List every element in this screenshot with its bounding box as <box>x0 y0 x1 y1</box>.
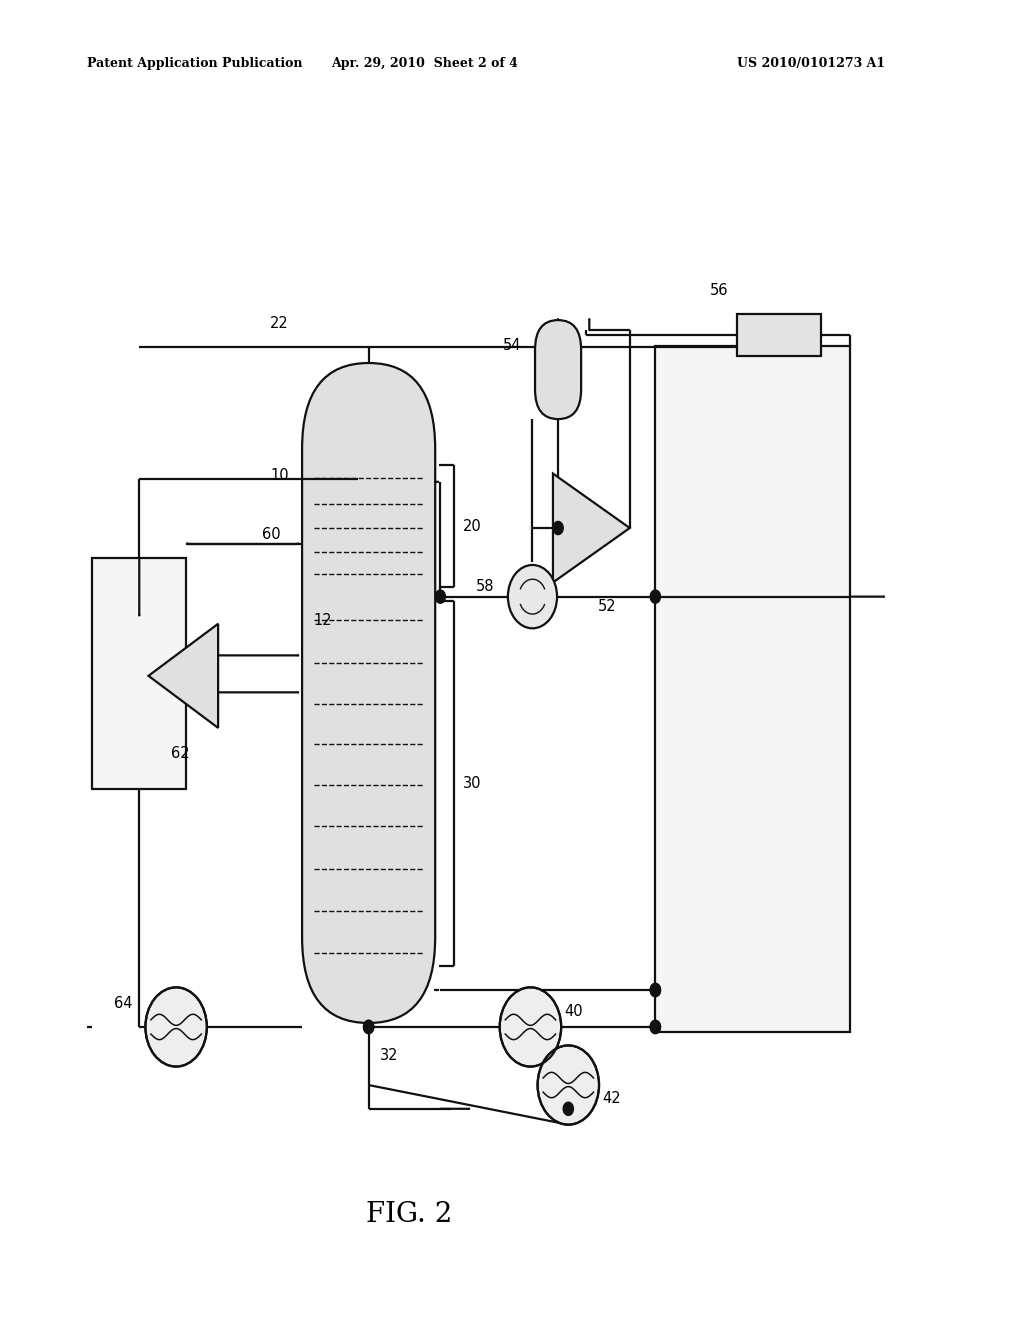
Text: FIG. 2: FIG. 2 <box>367 1201 453 1228</box>
Circle shape <box>650 590 660 603</box>
Text: 64: 64 <box>114 995 132 1011</box>
FancyBboxPatch shape <box>655 346 850 1032</box>
Polygon shape <box>553 474 630 582</box>
Text: 12: 12 <box>313 612 332 628</box>
Circle shape <box>435 590 445 603</box>
Text: 52: 52 <box>597 599 616 614</box>
FancyBboxPatch shape <box>737 314 821 356</box>
Text: 56: 56 <box>710 282 728 298</box>
Text: 22: 22 <box>270 315 289 331</box>
Circle shape <box>364 1020 374 1034</box>
Text: 54: 54 <box>503 338 522 354</box>
Circle shape <box>650 1020 660 1034</box>
Text: 10: 10 <box>270 467 289 483</box>
Text: 62: 62 <box>171 746 189 760</box>
FancyBboxPatch shape <box>92 558 186 789</box>
Text: 32: 32 <box>380 1048 398 1064</box>
Text: 40: 40 <box>564 1003 583 1019</box>
Text: 60: 60 <box>262 527 281 543</box>
Circle shape <box>563 1102 573 1115</box>
Circle shape <box>650 1020 660 1034</box>
FancyBboxPatch shape <box>302 363 435 1023</box>
Text: 30: 30 <box>463 776 481 791</box>
Text: US 2010/0101273 A1: US 2010/0101273 A1 <box>737 57 886 70</box>
Circle shape <box>650 983 660 997</box>
Polygon shape <box>148 624 218 727</box>
Circle shape <box>650 983 660 997</box>
Circle shape <box>364 1020 374 1034</box>
Text: 42: 42 <box>602 1090 621 1106</box>
Circle shape <box>538 1045 599 1125</box>
Circle shape <box>145 987 207 1067</box>
Text: 20: 20 <box>463 519 481 533</box>
Circle shape <box>553 521 563 535</box>
Text: Patent Application Publication: Patent Application Publication <box>87 57 302 70</box>
Circle shape <box>500 987 561 1067</box>
FancyBboxPatch shape <box>536 321 582 420</box>
Text: 58: 58 <box>476 578 495 594</box>
Circle shape <box>508 565 557 628</box>
Text: Apr. 29, 2010  Sheet 2 of 4: Apr. 29, 2010 Sheet 2 of 4 <box>332 57 518 70</box>
